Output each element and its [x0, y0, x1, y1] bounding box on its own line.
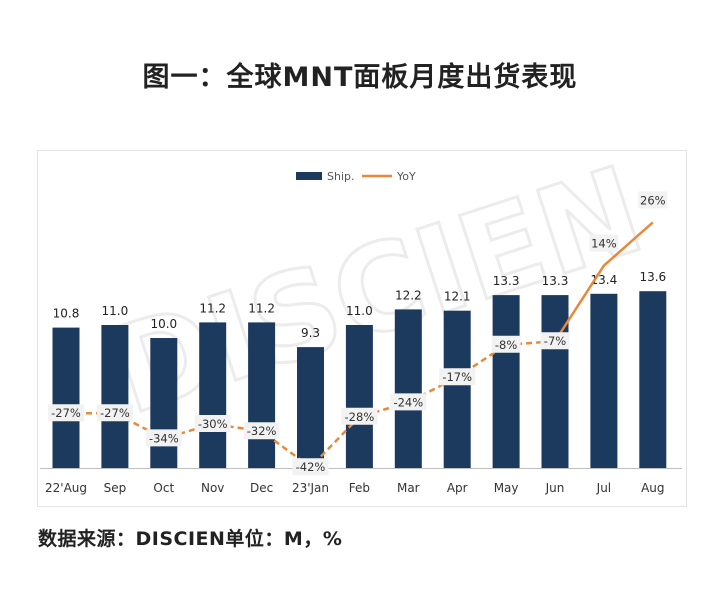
yoy-value-label: -30% [198, 417, 228, 431]
bar-ship [590, 293, 618, 468]
bar-value-label: 10.8 [53, 307, 80, 321]
bar-ship [52, 327, 80, 468]
yoy-label-bg [491, 335, 521, 353]
x-tick-label: Mar [397, 481, 420, 495]
yoy-value-label: 14% [591, 237, 617, 251]
bar-value-label: 11.2 [248, 301, 275, 315]
bar-value-label: 9.3 [301, 326, 320, 340]
yoy-value-label: 26% [640, 193, 666, 207]
yoy-label-bg [390, 393, 427, 411]
bar-ship [199, 322, 227, 468]
bar-ship [297, 347, 324, 468]
x-tick-label: Feb [349, 481, 370, 495]
yoy-label-bg [439, 368, 476, 386]
bars-group: 10.8 11.0 10.0 11.2 11.2 9.3 11.0 12.2 12.1 13.3 1… [40, 270, 682, 469]
yoy-value-label: -24% [393, 395, 423, 409]
x-tick-label: Nov [201, 481, 224, 495]
x-tick-label: Jun [545, 481, 565, 495]
bar-value-label: 10.0 [150, 317, 177, 331]
x-tick-label: Jul [596, 481, 611, 495]
legend: Ship. YoY [296, 170, 416, 183]
bar-value-label: 11.0 [346, 304, 373, 318]
yoy-label-bg [96, 404, 133, 422]
legend-swatch-ship [296, 172, 322, 180]
yoy-value-label: -42% [296, 460, 326, 474]
yoy-label-bg [540, 332, 570, 350]
yoy-label-bg [48, 404, 84, 422]
bar-value-label: 13.3 [493, 274, 520, 288]
yoy-label-bg [638, 191, 668, 209]
yoy-value-label: -28% [345, 410, 375, 424]
bar-ship [443, 310, 471, 468]
bar-ship [345, 325, 373, 468]
x-axis-labels: 22'Aug Sep Oct Nov Dec 23'Jan Feb Mar Apr May Jun J… [45, 481, 665, 495]
yoy-value-label: -32% [247, 424, 277, 438]
bar-value-label: 11.0 [102, 304, 129, 318]
yoy-label-bg [341, 407, 378, 425]
bar-value-label: 12.2 [395, 288, 422, 302]
bar-ship [541, 295, 569, 468]
yoy-value-label: -27% [51, 406, 81, 420]
x-tick-label: Apr [447, 481, 468, 495]
bar-ship [394, 309, 422, 468]
x-tick-label: 23'Jan [292, 481, 329, 495]
legend-label-ship: Ship. [327, 170, 355, 183]
yoy-value-label: -27% [100, 406, 130, 420]
bar-ship [101, 325, 129, 468]
x-tick-label: Dec [250, 481, 273, 495]
yoy-label-bg [589, 234, 619, 252]
yoy-value-label: -7% [544, 334, 566, 348]
source-note: 数据来源：DISCIEN单位：M，% [38, 528, 343, 550]
x-tick-label: Oct [153, 481, 174, 495]
yoy-line-group: -27% -27% -34% -30% -32% -42% -28% -24% -17% -8% -… [48, 191, 668, 476]
bar-value-label: 11.2 [199, 301, 226, 315]
bar-ship [639, 291, 667, 468]
yoy-label-bg [243, 422, 280, 440]
bar-value-label: 13.3 [542, 274, 569, 288]
bar-ship [248, 322, 276, 468]
yoy-value-label: -17% [442, 370, 472, 384]
yoy-label-bg [194, 415, 231, 432]
yoy-value-label: -34% [149, 431, 179, 445]
x-tick-label: 22'Aug [45, 481, 87, 495]
watermark: DISCIEN [96, 141, 658, 442]
x-tick-label: Sep [104, 481, 127, 495]
x-tick-label: May [494, 481, 519, 495]
yoy-label-bg [292, 458, 329, 476]
bar-value-label: 12.1 [444, 290, 471, 304]
bar-value-label: 13.6 [639, 270, 666, 284]
yoy-label-bg [145, 429, 182, 447]
legend-label-yoy: YoY [396, 170, 416, 183]
bar-ship [150, 338, 178, 468]
bar-ship [492, 295, 520, 468]
chart-title: 图一：全球MNT面板月度出货表现 [142, 62, 578, 93]
x-tick-label: Aug [641, 481, 664, 495]
yoy-line-solid [553, 221, 654, 342]
yoy-value-label: -8% [495, 338, 517, 352]
